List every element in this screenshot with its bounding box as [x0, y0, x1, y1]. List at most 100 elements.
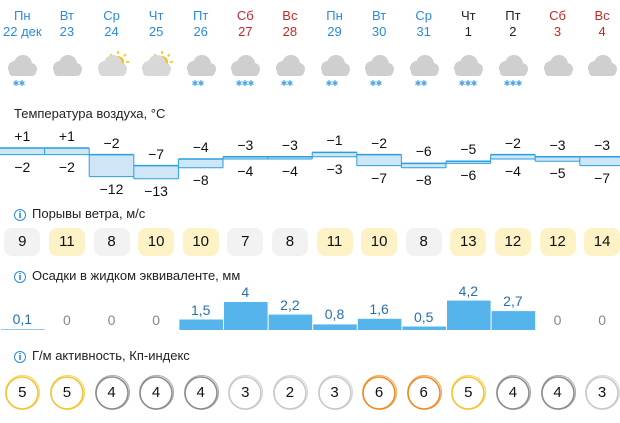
temp-range-bar: [133, 165, 179, 179]
snowflake-icon: ✱: [325, 79, 332, 88]
day-date: 31: [416, 24, 431, 39]
day-date: 3: [553, 24, 562, 39]
snowflake-icon: ✱: [376, 79, 383, 88]
precip-bar: [402, 326, 446, 330]
gust-value: 12: [539, 228, 576, 256]
cloud-shape: [97, 55, 127, 76]
precip-label: 0,8: [324, 306, 345, 323]
precip-label: 0: [553, 312, 562, 328]
temp-range-bar: [312, 152, 357, 157]
cloud-shape: [8, 55, 38, 76]
gust-value: 12: [494, 228, 531, 256]
kp-value: 3: [597, 384, 607, 401]
temp-range-bar: [267, 156, 313, 159]
temp-min-label: −3: [326, 160, 343, 177]
day-of-week: Вс: [282, 8, 298, 23]
day-date: 27: [238, 24, 253, 39]
info-icon[interactable]: i: [14, 208, 26, 221]
temp-max-label: −4: [192, 139, 209, 155]
gusts-title-text: Порывы ветра, м/с: [32, 206, 146, 221]
kp-value: 5: [464, 384, 473, 401]
kp-index-badge: 4: [137, 374, 175, 412]
day-date: 2: [509, 24, 517, 39]
gust-value: 10: [138, 228, 175, 256]
snowflake-icon: ✱: [236, 79, 243, 88]
cloud-shape: [231, 55, 261, 76]
precip-title-text: Осадки в жидком эквиваленте, мм: [32, 268, 241, 283]
temp-min-label: −4: [237, 163, 254, 179]
day-date: 26: [193, 24, 208, 39]
snowflake-icon: ✱: [19, 79, 26, 88]
temp-max-label: −7: [148, 145, 165, 162]
day-of-week: Сб: [549, 8, 566, 23]
kp-index-badge: 6: [405, 374, 443, 412]
day-of-week: Пт: [193, 8, 209, 23]
precip-bar: [491, 311, 536, 330]
day-of-week: Пт: [505, 8, 521, 23]
snowflake-icon: ✱: [414, 79, 421, 88]
day-date: 25: [148, 24, 164, 39]
kp-value: 3: [241, 384, 250, 401]
kp-index-badge: 6: [360, 374, 398, 412]
snowflake-icon: ✱: [13, 79, 20, 88]
temp-min-label: −4: [281, 163, 298, 179]
temp-min-label: −7: [371, 169, 388, 186]
kp-value: 5: [62, 384, 72, 401]
cloud-snow-icon: ✱ ✱: [365, 55, 395, 88]
cloud-snow-icon: ✱ ✱: [275, 55, 305, 88]
kp-value: 2: [285, 384, 295, 401]
cloud-shape: [186, 55, 216, 76]
temp-max-label: −2: [504, 134, 521, 151]
cloud-icon: [543, 55, 573, 76]
temp-range-bar: [490, 154, 536, 159]
precip-bar: [268, 314, 313, 330]
temp-range-bar: [44, 148, 90, 155]
temp-max-label: −1: [326, 132, 343, 149]
gust-value: 10: [361, 228, 398, 256]
kp-value: 4: [508, 384, 518, 401]
info-icon[interactable]: i: [14, 350, 26, 363]
precip-label: 4,2: [458, 282, 479, 299]
kp-value: 6: [374, 384, 384, 401]
cloud-snow-icon: ✱ ✱: [8, 55, 38, 88]
day-of-week: Ср: [415, 8, 432, 23]
precip-bar: [224, 302, 268, 330]
info-icon[interactable]: i: [14, 270, 26, 283]
day-of-week: Чт: [148, 8, 164, 23]
cloud-icon: [588, 55, 618, 76]
precip-label: 0,5: [413, 308, 434, 325]
cloud-shape: [320, 55, 350, 76]
cloud-shape: [142, 55, 172, 76]
cloud-snow-icon: ✱ ✱ ✱: [454, 55, 484, 88]
precip-label: 2,7: [503, 293, 523, 310]
temp-range-bar: [178, 159, 223, 168]
temperature-chart: [0, 147, 620, 180]
precip-label: 2,2: [280, 296, 300, 313]
temp-max-label: +1: [14, 128, 31, 144]
temp-max-label: −3: [594, 136, 611, 153]
snowflake-icon: ✱: [287, 79, 294, 88]
cloud-snow-icon: ✱ ✱: [186, 55, 216, 88]
precip-label: 0,1: [12, 311, 33, 328]
precip-label: 0: [107, 312, 116, 328]
day-of-week: Пн: [14, 8, 31, 23]
kp-index-badge: 3: [316, 374, 354, 412]
day-of-week: Вс: [594, 8, 610, 23]
temp-range-bar: [89, 154, 134, 177]
snowflake-icon: ✱: [504, 79, 511, 88]
gust-value: 9: [4, 228, 41, 256]
day-of-week: Ср: [103, 8, 120, 23]
temp-min-label: −8: [415, 171, 432, 188]
day-of-week: Пн: [326, 8, 343, 23]
temp-min-label: −8: [192, 171, 209, 188]
gust-value: 7: [227, 228, 264, 256]
temp-range-bar: [535, 156, 580, 162]
kp-value: 4: [553, 384, 562, 401]
precip-bar: [357, 318, 402, 330]
temp-min-label: −6: [460, 167, 477, 184]
precip-label: 0: [152, 312, 160, 328]
precip-label: 4: [241, 284, 250, 300]
gust-value: 11: [48, 228, 85, 256]
kp-value: 5: [18, 384, 27, 401]
day-of-week: Сб: [236, 8, 254, 23]
